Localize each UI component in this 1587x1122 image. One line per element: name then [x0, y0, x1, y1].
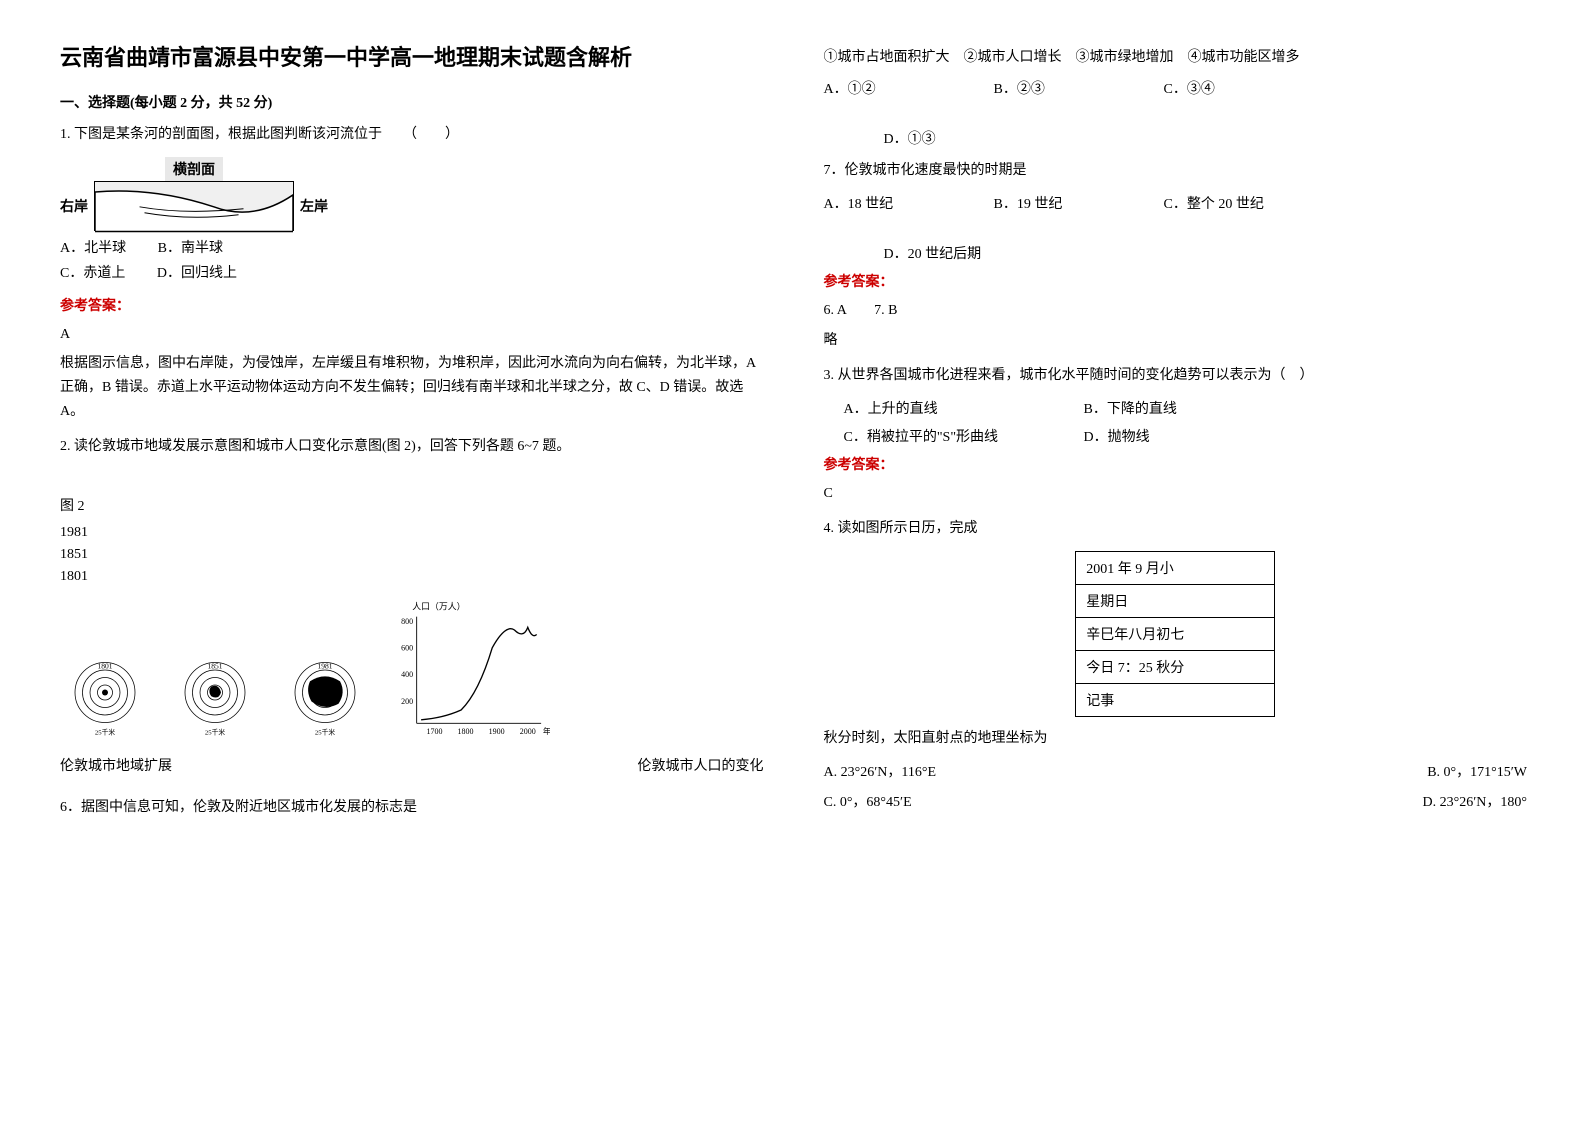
- q7-stem: 7．伦敦城市化速度最快的时期是: [824, 158, 1528, 183]
- caption-right: 伦敦城市人口的变化: [638, 755, 764, 775]
- q3-stem: 3. 从世界各国城市化进程来看，城市化水平随时间的变化趋势可以表示为（ ）: [824, 363, 1528, 388]
- svg-text:200: 200: [401, 697, 413, 706]
- q3-options-2: C．稍被拉平的"S"形曲线 D．抛物线: [844, 426, 1528, 446]
- q6-A: A．①②: [824, 78, 964, 98]
- ring-map-1851: 25千米 1851: [170, 655, 260, 745]
- right-column: ①城市占地面积扩大 ②城市人口增长 ③城市绿地增加 ④城市功能区增多 A．①② …: [824, 40, 1528, 830]
- q1-optA: A．北半球: [60, 241, 126, 256]
- svg-text:1801: 1801: [98, 661, 113, 670]
- river-diagram: 横剖面 右岸 左岸: [60, 157, 764, 231]
- q4-A: A. 23°26′N，116°E: [824, 761, 937, 781]
- q1-explain: 根据图示信息，图中右岸陡，为侵蚀岸，左岸缓且有堆积物，为堆积岸，因此河水流向为向…: [60, 352, 764, 423]
- q1-options: A．北半球 B．南半球 C．赤道上 D．回归线上: [60, 236, 764, 286]
- svg-text:25千米: 25千米: [315, 727, 336, 736]
- ring-map-1981: 25千米 1981: [280, 655, 370, 745]
- cal-r5: 记事: [1076, 684, 1274, 716]
- q3-B: B．下降的直线: [1084, 398, 1177, 418]
- ans67: 6. A 7. B: [824, 299, 1528, 323]
- caption-left: 伦敦城市地域扩展: [60, 755, 172, 775]
- q1-answer: A: [60, 323, 764, 347]
- q3-answer: C: [824, 482, 1528, 506]
- q1-optD: D．回归线上: [157, 266, 237, 281]
- q1-optC: C．赤道上: [60, 266, 125, 281]
- q6-D: D．①③: [884, 128, 1024, 148]
- q1-optB: B．南半球: [158, 241, 223, 256]
- q6-statements: ①城市占地面积扩大 ②城市人口增长 ③城市绿地增加 ④城市功能区增多: [824, 46, 1528, 70]
- q6-stem: 6．据图中信息可知，伦敦及附近地区城市化发展的标志是: [60, 795, 764, 820]
- river-curve-icon: [95, 187, 293, 237]
- q4-stem: 4. 读如图所示日历，完成: [824, 516, 1528, 541]
- section-heading: 一、选择题(每小题 2 分，共 52 分): [60, 92, 764, 112]
- q7-C: C．整个 20 世纪: [1164, 193, 1304, 213]
- year-1851: 1851: [60, 547, 764, 563]
- q4-D: D. 23°26′N，180°: [1423, 791, 1527, 811]
- caption-row: 伦敦城市地域扩展 伦敦城市人口的变化: [60, 755, 764, 775]
- q3-options: A．上升的直线 B．下降的直线: [844, 398, 1528, 418]
- q6-B: B．②③: [994, 78, 1134, 98]
- cal-r2: 星期日: [1076, 585, 1274, 618]
- q4-B: B. 0°，171°15′W: [1427, 761, 1527, 781]
- q3-D: D．抛物线: [1084, 426, 1150, 446]
- svg-text:25千米: 25千米: [95, 727, 116, 736]
- q2-stem: 2. 读伦敦城市地域发展示意图和城市人口变化示意图(图 2)，回答下列各题 6~…: [60, 434, 764, 459]
- q1-stem: 1. 下图是某条河的剖面图，根据此图判断该河流位于 （ ）: [60, 122, 764, 147]
- left-column: 云南省曲靖市富源县中安第一中学高一地理期末试题含解析 一、选择题(每小题 2 分…: [60, 40, 764, 830]
- svg-text:1900: 1900: [489, 727, 505, 736]
- cal-r4: 今日 7：25 秋分: [1076, 651, 1274, 684]
- q3-answer-label: 参考答案：: [824, 454, 1528, 474]
- left-bank-label: 左岸: [300, 196, 328, 216]
- cal-r1: 2001 年 9 月小: [1076, 552, 1274, 585]
- svg-text:1981: 1981: [318, 661, 333, 670]
- svg-text:1851: 1851: [208, 661, 223, 670]
- q6-C: C．③④: [1164, 78, 1304, 98]
- q7-A: A．18 世纪: [824, 193, 964, 213]
- river-profile-box: [94, 181, 294, 231]
- q3-A: A．上升的直线: [844, 398, 1044, 418]
- svg-text:600: 600: [401, 643, 413, 652]
- q4-C: C. 0°，68°45′E: [824, 791, 912, 811]
- fig2-label: 图 2: [60, 495, 764, 519]
- svg-text:1700: 1700: [426, 727, 442, 736]
- year-list: 1981 1851 1801: [60, 525, 764, 585]
- profile-label: 横剖面: [165, 157, 223, 181]
- svg-text:800: 800: [401, 617, 413, 626]
- q1-answer-label: 参考答案：: [60, 295, 764, 315]
- q7-D: D．20 世纪后期: [884, 243, 1024, 263]
- ans67-label: 参考答案：: [824, 271, 1528, 291]
- svg-text:1800: 1800: [458, 727, 474, 736]
- page-title: 云南省曲靖市富源县中安第一中学高一地理期末试题含解析: [60, 40, 764, 72]
- cal-r3: 辛巳年八月初七: [1076, 618, 1274, 651]
- svg-text:25千米: 25千米: [205, 727, 226, 736]
- population-chart: 人口（万人） 800 600 400 200 1700 1800 1900 20…: [390, 595, 550, 745]
- q7-B: B．19 世纪: [994, 193, 1134, 213]
- svg-text:2000: 2000: [520, 727, 536, 736]
- right-bank-label: 右岸: [60, 196, 88, 216]
- year-1981: 1981: [60, 525, 764, 541]
- q7-options: A．18 世纪 B．19 世纪 C．整个 20 世纪 D．20 世纪后期: [824, 193, 1528, 263]
- q4-sub: 秋分时刻，太阳直射点的地理坐标为: [824, 727, 1528, 751]
- calendar: 2001 年 9 月小 星期日 辛巳年八月初七 今日 7：25 秋分 记事: [1075, 551, 1275, 717]
- svg-text:人口（万人）: 人口（万人）: [412, 601, 465, 611]
- year-1801: 1801: [60, 569, 764, 585]
- maps-row: 25千米 1801 25千米 1851 25千米 1981: [60, 595, 764, 745]
- q3-C: C．稍被拉平的"S"形曲线: [844, 426, 1044, 446]
- svg-text:年: 年: [543, 726, 550, 736]
- q6-options: A．①② B．②③ C．③④ D．①③: [824, 78, 1528, 148]
- svg-text:400: 400: [401, 670, 413, 679]
- brief: 略: [824, 329, 1528, 353]
- ring-map-1801: 25千米 1801: [60, 655, 150, 745]
